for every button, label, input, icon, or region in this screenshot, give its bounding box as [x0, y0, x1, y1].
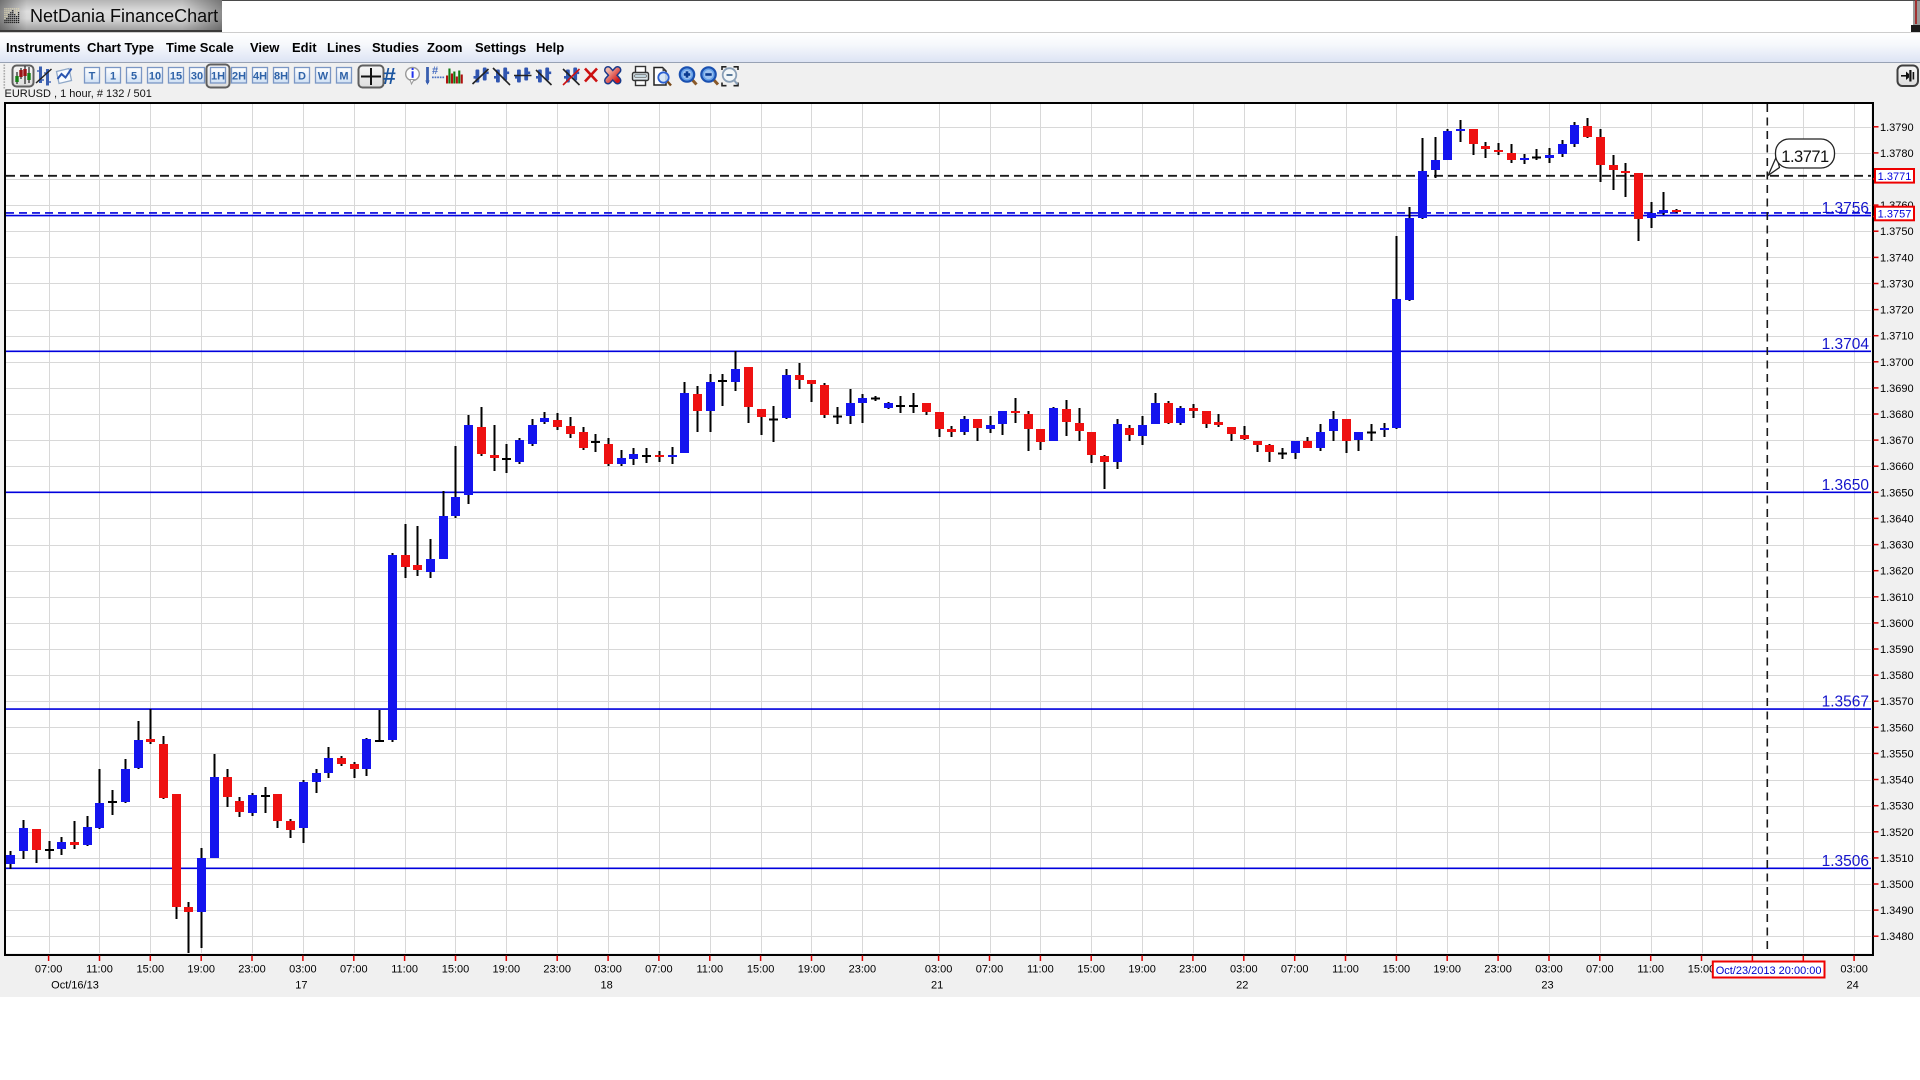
svg-text:15:00: 15:00 [747, 964, 775, 976]
svg-text:07:00: 07:00 [976, 964, 1004, 976]
svg-text:30: 30 [191, 71, 203, 83]
svg-text:1.3640: 1.3640 [1880, 513, 1914, 525]
svg-text:1.3704: 1.3704 [1822, 336, 1870, 353]
svg-text:15:00: 15:00 [1383, 964, 1411, 976]
svg-text:15:00: 15:00 [1077, 964, 1105, 976]
svg-text:07:00: 07:00 [340, 964, 368, 976]
svg-text:24: 24 [1846, 980, 1858, 992]
svg-text:1.3750: 1.3750 [1880, 226, 1914, 238]
svg-text:03:00: 03:00 [1535, 964, 1563, 976]
svg-text:1.3650: 1.3650 [1822, 477, 1870, 494]
svg-text:1.3560: 1.3560 [1880, 722, 1914, 734]
svg-text:8H: 8H [274, 71, 288, 83]
svg-text:1.3720: 1.3720 [1880, 305, 1914, 317]
svg-text:2H: 2H [232, 71, 246, 83]
svg-text:23:00: 23:00 [1179, 964, 1207, 976]
svg-text:23:00: 23:00 [543, 964, 571, 976]
svg-text:1.3580: 1.3580 [1880, 670, 1914, 682]
svg-text:1.3670: 1.3670 [1880, 435, 1914, 447]
svg-text:1.3680: 1.3680 [1880, 409, 1914, 421]
svg-text:03:00: 03:00 [1840, 964, 1868, 976]
svg-text:4H: 4H [253, 71, 267, 83]
svg-text:17: 17 [295, 980, 307, 992]
svg-text:1.3756: 1.3756 [1822, 200, 1869, 217]
svg-text:19:00: 19:00 [187, 964, 215, 976]
svg-text:11:00: 11:00 [1332, 964, 1359, 976]
svg-text:1.3790: 1.3790 [1880, 122, 1914, 134]
svg-text:11:00: 11:00 [391, 964, 418, 976]
svg-text:D: D [298, 71, 306, 83]
svg-text:1.3506: 1.3506 [1822, 853, 1869, 870]
svg-text:1.3620: 1.3620 [1880, 566, 1914, 578]
svg-text:03:00: 03:00 [289, 964, 317, 976]
svg-text:1.3550: 1.3550 [1880, 748, 1914, 760]
svg-text:Oct/16/13: Oct/16/13 [51, 980, 99, 992]
svg-text:15: 15 [170, 71, 182, 83]
svg-text:11:00: 11:00 [696, 964, 723, 976]
svg-text:1.3510: 1.3510 [1880, 853, 1914, 865]
svg-text:10: 10 [149, 71, 161, 83]
svg-text:1.3650: 1.3650 [1880, 487, 1914, 499]
svg-text:19:00: 19:00 [798, 964, 826, 976]
svg-text:1.3480: 1.3480 [1880, 931, 1914, 943]
svg-text:15:00: 15:00 [442, 964, 470, 976]
svg-text:1.3540: 1.3540 [1880, 775, 1914, 787]
svg-text:1H: 1H [211, 71, 225, 83]
svg-text:23:00: 23:00 [849, 964, 877, 976]
svg-text:23:00: 23:00 [1484, 964, 1512, 976]
svg-text:19:00: 19:00 [1433, 964, 1461, 976]
svg-text:19:00: 19:00 [1128, 964, 1156, 976]
svg-text:1.3780: 1.3780 [1880, 148, 1914, 160]
svg-text:T: T [89, 71, 96, 83]
svg-text:1.3730: 1.3730 [1880, 279, 1914, 291]
svg-text:1.3600: 1.3600 [1880, 618, 1914, 630]
svg-text:M: M [339, 71, 348, 83]
svg-text:1.3771: 1.3771 [1781, 148, 1829, 166]
svg-text:W: W [318, 71, 329, 83]
svg-text:1.3520: 1.3520 [1880, 827, 1914, 839]
svg-text:21: 21 [931, 980, 943, 992]
svg-text:1.3630: 1.3630 [1880, 540, 1914, 552]
svg-text:1.3740: 1.3740 [1880, 252, 1914, 264]
svg-text:Oct/23/2013 20:00:00: Oct/23/2013 20:00:00 [1716, 965, 1822, 977]
svg-text:EURUSD , 1 hour, # 132 / 501: EURUSD , 1 hour, # 132 / 501 [5, 88, 152, 100]
svg-text:07:00: 07:00 [645, 964, 673, 976]
svg-text:07:00: 07:00 [1281, 964, 1309, 976]
svg-text:15:00: 15:00 [1688, 964, 1716, 976]
svg-text:1.3757: 1.3757 [1878, 209, 1912, 221]
svg-text:1: 1 [110, 71, 116, 83]
svg-text:1.3700: 1.3700 [1880, 357, 1914, 369]
svg-text:1.3660: 1.3660 [1880, 461, 1914, 473]
svg-text:23: 23 [1541, 980, 1553, 992]
svg-text:22: 22 [1236, 980, 1248, 992]
svg-text:1.3570: 1.3570 [1880, 696, 1914, 708]
svg-text:1.3567: 1.3567 [1822, 694, 1869, 711]
svg-text:07:00: 07:00 [35, 964, 63, 976]
svg-text:1.3500: 1.3500 [1880, 879, 1914, 891]
svg-text:11:00: 11:00 [86, 964, 113, 976]
svg-text:15:00: 15:00 [137, 964, 165, 976]
svg-text:1.3610: 1.3610 [1880, 592, 1914, 604]
svg-text:03:00: 03:00 [594, 964, 622, 976]
svg-text:18: 18 [600, 980, 612, 992]
svg-text:5: 5 [131, 71, 137, 83]
svg-text:07:00: 07:00 [1586, 964, 1614, 976]
svg-text:#: # [432, 65, 438, 77]
svg-text:03:00: 03:00 [1230, 964, 1258, 976]
svg-text:1.3690: 1.3690 [1880, 383, 1914, 395]
svg-text:03:00: 03:00 [925, 964, 953, 976]
svg-text:19:00: 19:00 [493, 964, 521, 976]
svg-text:#: # [383, 63, 396, 89]
svg-text:11:00: 11:00 [1637, 964, 1664, 976]
svg-text:23:00: 23:00 [238, 964, 266, 976]
svg-text:1.3490: 1.3490 [1880, 905, 1914, 917]
svg-text:1.3530: 1.3530 [1880, 801, 1914, 813]
svg-text:1.3771: 1.3771 [1878, 171, 1912, 183]
svg-text:1.3590: 1.3590 [1880, 644, 1914, 656]
svg-text:11:00: 11:00 [1027, 964, 1054, 976]
svg-text:1.3710: 1.3710 [1880, 331, 1914, 343]
